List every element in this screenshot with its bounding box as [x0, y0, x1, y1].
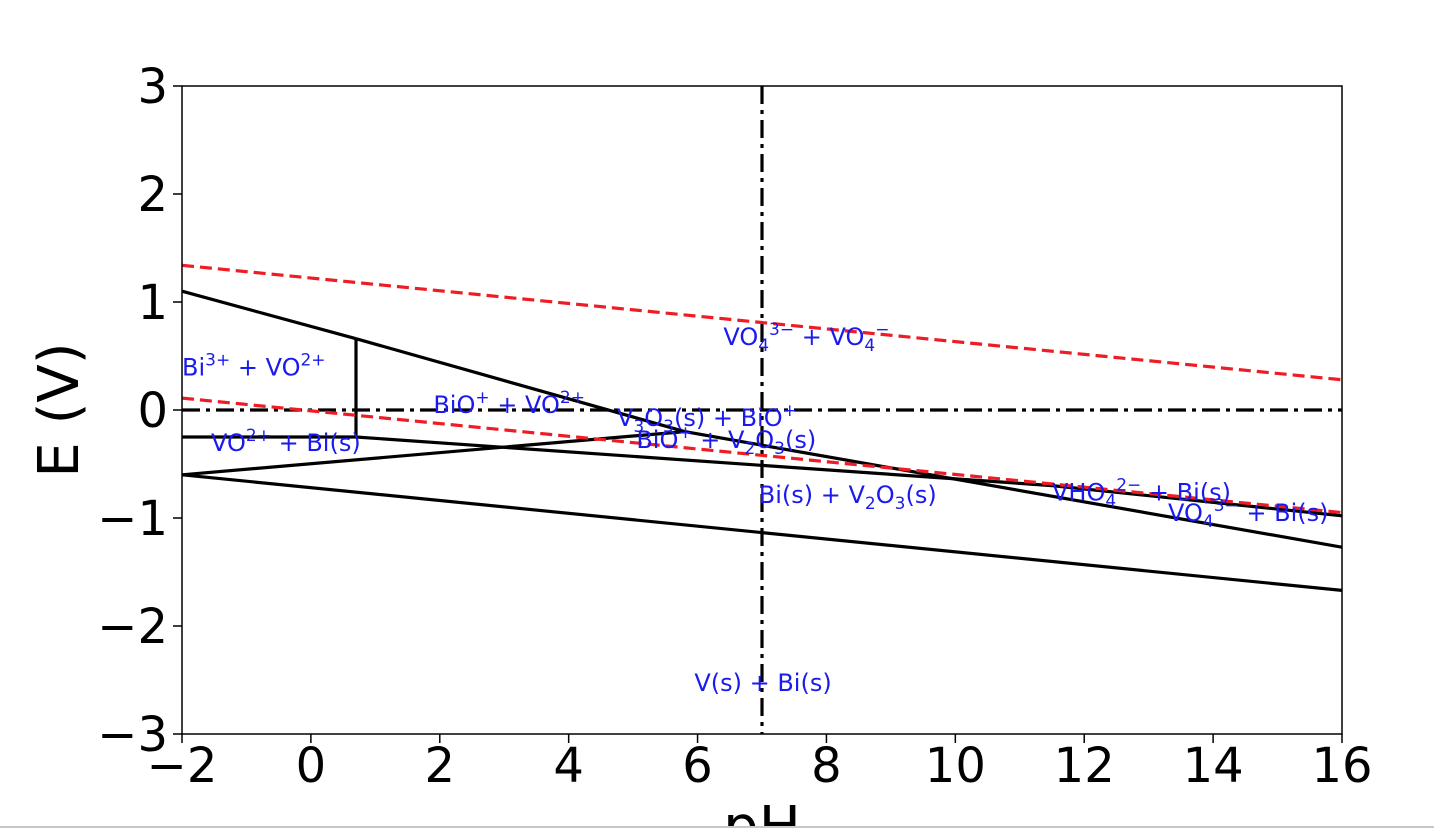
- region-label: VO43− + Bi(s): [1168, 496, 1329, 532]
- boundary-line-solid: [182, 289, 357, 341]
- region-label: VO2+ + Bi(s): [211, 426, 361, 457]
- boundary-line-dashed: [182, 396, 1342, 515]
- y-axis-label: E (V): [27, 342, 92, 477]
- x-tick-label: 6: [682, 738, 713, 794]
- y-tick-label: 2: [137, 167, 168, 223]
- y-tick-label: −3: [97, 707, 168, 763]
- y-tick-label: −2: [97, 599, 168, 655]
- window-bottom-edge: [0, 826, 1434, 828]
- region-label: V(s) + Bi(s): [694, 669, 831, 697]
- y-tick-label: 0: [137, 383, 168, 439]
- x-axis-label: pH: [723, 795, 801, 828]
- region-label: BiO+ + VO2+: [433, 388, 585, 419]
- region-label: VHO42− + Bi(s): [1052, 476, 1231, 512]
- region-labels: VO43− + VO4− Bi3+ + VO2+ BiO+ + VO2+ V3O3(s…: [182, 320, 1329, 697]
- y-tick-label: 3: [137, 59, 168, 115]
- x-tick-label: 4: [553, 738, 584, 794]
- boundary-line-dashed: [182, 263, 1342, 382]
- boundary-lines: [182, 86, 1342, 734]
- x-tick-label: 0: [296, 738, 327, 794]
- x-tick-label: −2: [147, 738, 218, 794]
- x-tick-label: 2: [425, 738, 456, 794]
- x-tick-label: 10: [925, 738, 986, 794]
- x-tick-label: 12: [1054, 738, 1115, 794]
- x-tick-label: 8: [811, 738, 842, 794]
- region-label: VO43− + VO4−: [723, 320, 889, 356]
- boundary-line-solid: [182, 435, 1342, 518]
- region-label: BiO+ + V2O3(s): [636, 423, 816, 459]
- x-tick-label: 14: [1183, 738, 1244, 794]
- region-label: V3O3(s) + BiO+: [617, 401, 797, 437]
- region-label: Bi(s) + V2O3(s): [759, 481, 937, 514]
- y-tick-label: 1: [137, 275, 168, 331]
- region-label: Bi3+ + VO2+: [182, 350, 326, 381]
- x-tick-label: 16: [1311, 738, 1372, 794]
- y-tick-label: −1: [97, 491, 168, 547]
